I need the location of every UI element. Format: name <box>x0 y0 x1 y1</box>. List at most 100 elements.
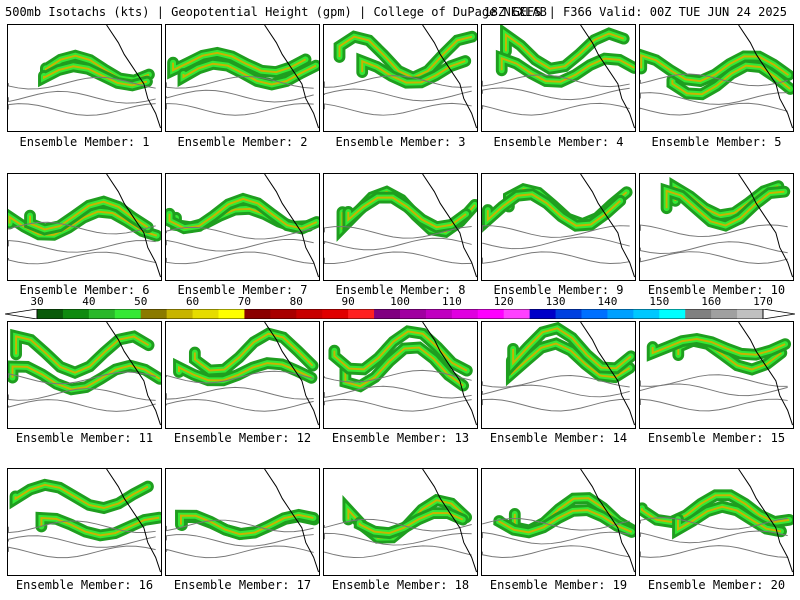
height-contour <box>8 103 156 116</box>
height-contour <box>166 386 314 400</box>
colorbar-swatch <box>425 309 453 319</box>
coastline <box>580 25 635 129</box>
header-run-info: 18Z GEFS | F366 Valid: 00Z TUE JUN 24 20… <box>483 5 787 19</box>
height-contour <box>8 76 156 90</box>
colorbar-swatch <box>503 309 531 319</box>
height-contour <box>482 225 630 238</box>
colorbar-swatch <box>581 309 608 319</box>
ensemble-member-label: Ensemble Member: 1 <box>19 135 150 149</box>
ensemble-member-label: Ensemble Member: 14 <box>489 431 628 445</box>
height-contour <box>324 385 472 399</box>
ensemble-member-map <box>639 24 794 132</box>
coastline <box>422 469 477 573</box>
height-contour <box>166 534 314 547</box>
height-contour <box>166 238 314 252</box>
isotach-height-map <box>482 469 635 573</box>
isotach-height-map <box>324 174 477 278</box>
colorbar-swatch <box>477 309 505 319</box>
colorbar-tick-label: 120 <box>493 295 514 308</box>
height-contour <box>166 103 314 116</box>
jet-streak-shading <box>640 48 793 101</box>
coastline <box>106 174 161 278</box>
colorbar-swatch <box>62 309 90 319</box>
colorbar-swatch <box>374 309 401 319</box>
height-contour <box>640 102 788 116</box>
height-contour <box>482 517 630 531</box>
colorbar-under-arrow <box>5 309 38 319</box>
isotach-height-map <box>8 469 161 573</box>
ensemble-member-map <box>639 468 794 576</box>
ensemble-member-label: Ensemble Member: 18 <box>331 578 470 592</box>
ensemble-member-label: Ensemble Member: 19 <box>489 578 628 592</box>
colorbar-tick-label: 80 <box>289 295 303 308</box>
ensemble-member-label: Ensemble Member: 12 <box>173 431 312 445</box>
coastline <box>580 174 635 278</box>
ensemble-member-label: Ensemble Member: 4 <box>493 135 624 149</box>
isotach-height-map <box>8 174 161 278</box>
jet-streak-shading <box>660 177 791 232</box>
height-contour <box>482 398 630 412</box>
height-contour <box>166 251 314 265</box>
jet-streak-shading <box>9 478 161 542</box>
height-contour <box>482 102 630 116</box>
isotach-height-map <box>482 322 635 426</box>
height-contour <box>166 519 314 533</box>
coastline <box>580 322 635 426</box>
colorbar-tick-label: 30 <box>30 295 44 308</box>
height-contour <box>8 221 156 235</box>
colorbar-swatch <box>451 309 479 319</box>
height-contour <box>640 383 788 397</box>
isotach-height-map <box>640 25 793 129</box>
colorbar-swatch <box>37 309 64 319</box>
colorbar-tick-label: 110 <box>441 295 462 308</box>
isotach-height-map <box>166 174 319 278</box>
height-contour <box>324 369 472 383</box>
colorbar-over-arrow <box>762 309 795 319</box>
colorbar-tick-label: 70 <box>237 295 252 308</box>
colorbar-swatch <box>166 309 194 319</box>
ensemble-member-label: Ensemble Member: 17 <box>173 578 312 592</box>
height-contour <box>324 251 472 265</box>
height-contour <box>640 374 788 387</box>
height-contour <box>640 530 788 544</box>
header-title: 500mb Isotachs (kts) | Geopotential Heig… <box>5 5 547 19</box>
height-contour <box>324 102 472 116</box>
colorbar-swatch <box>348 309 375 319</box>
height-contour <box>8 371 156 385</box>
ensemble-member-map <box>481 468 636 576</box>
ensemble-member-map <box>639 173 794 281</box>
colorbar-tick-label: 140 <box>597 295 618 308</box>
jet-streak-shading <box>493 492 635 539</box>
jet-streak-shading <box>342 493 473 544</box>
height-contour <box>8 535 156 548</box>
coastline <box>264 25 319 129</box>
ensemble-member-label: Ensemble Member: 16 <box>15 578 154 592</box>
jet-streak-shading <box>646 333 792 376</box>
ensemble-member-label: Ensemble Member: 5 <box>651 135 782 149</box>
isotach-height-map <box>166 469 319 573</box>
ensemble-member-label: Ensemble Member: 15 <box>647 431 786 445</box>
ensemble-member-label: Ensemble Member: 6 <box>19 283 150 297</box>
colorbar-tick-label: 100 <box>390 295 410 308</box>
colorbar-swatch <box>555 309 582 319</box>
jet-streak-shading <box>8 328 161 396</box>
coastline <box>422 322 477 426</box>
ensemble-member-map <box>481 173 636 281</box>
colorbar-swatch <box>322 309 349 319</box>
height-contour <box>166 545 314 559</box>
colorbar-swatch <box>685 309 712 319</box>
ensemble-member-label: Ensemble Member: 2 <box>177 135 308 149</box>
jet-streak-shading <box>173 327 319 387</box>
height-contour <box>8 251 156 265</box>
ensemble-member-map <box>323 24 478 132</box>
colorbar-swatch <box>88 309 116 319</box>
height-contour <box>8 388 156 401</box>
height-contour <box>324 532 472 546</box>
colorbar-tick-label: 60 <box>185 295 200 308</box>
height-contour <box>8 545 156 559</box>
height-contour <box>324 398 472 412</box>
height-contour <box>8 399 156 412</box>
ensemble-member-label: Ensemble Member: 20 <box>647 578 786 592</box>
coastline <box>422 25 477 129</box>
height-contour <box>324 75 472 88</box>
